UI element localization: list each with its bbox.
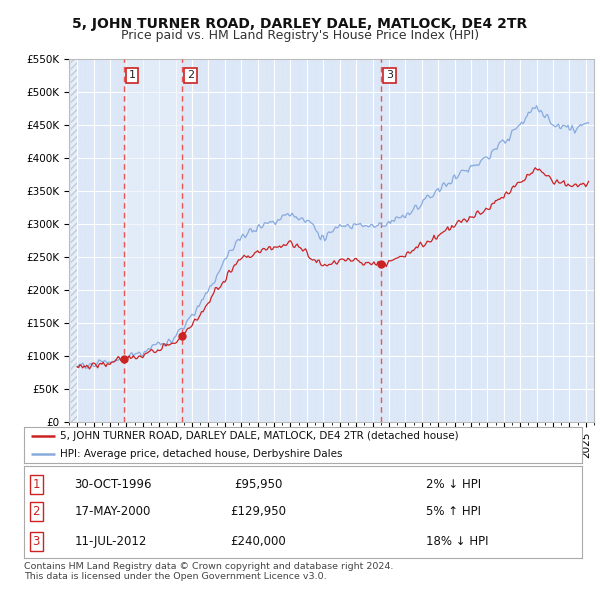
Text: Contains HM Land Registry data © Crown copyright and database right 2024.
This d: Contains HM Land Registry data © Crown c… [24,562,394,581]
Text: £95,950: £95,950 [234,478,283,491]
Bar [71,59,77,422]
Text: 2: 2 [32,505,40,519]
Text: £240,000: £240,000 [230,535,286,548]
Text: Price paid vs. HM Land Registry's House Price Index (HPI): Price paid vs. HM Land Registry's House … [121,30,479,42]
Text: HPI: Average price, detached house, Derbyshire Dales: HPI: Average price, detached house, Derb… [60,450,343,460]
Text: £129,950: £129,950 [230,505,286,519]
Text: 2% ↓ HPI: 2% ↓ HPI [426,478,481,491]
Text: 5, JOHN TURNER ROAD, DARLEY DALE, MATLOCK, DE4 2TR: 5, JOHN TURNER ROAD, DARLEY DALE, MATLOC… [73,17,527,31]
Text: 3: 3 [386,70,393,80]
Text: 2: 2 [187,70,194,80]
Text: 18% ↓ HPI: 18% ↓ HPI [426,535,488,548]
Bar [124,59,182,422]
Text: 5, JOHN TURNER ROAD, DARLEY DALE, MATLOCK, DE4 2TR (detached house): 5, JOHN TURNER ROAD, DARLEY DALE, MATLOC… [60,431,459,441]
Text: 17-MAY-2000: 17-MAY-2000 [74,505,151,519]
Text: 5% ↑ HPI: 5% ↑ HPI [426,505,481,519]
Text: 1: 1 [128,70,136,80]
Text: 1: 1 [32,478,40,491]
Text: 30-OCT-1996: 30-OCT-1996 [74,478,152,491]
Text: 3: 3 [32,535,40,548]
Text: 11-JUL-2012: 11-JUL-2012 [74,535,146,548]
